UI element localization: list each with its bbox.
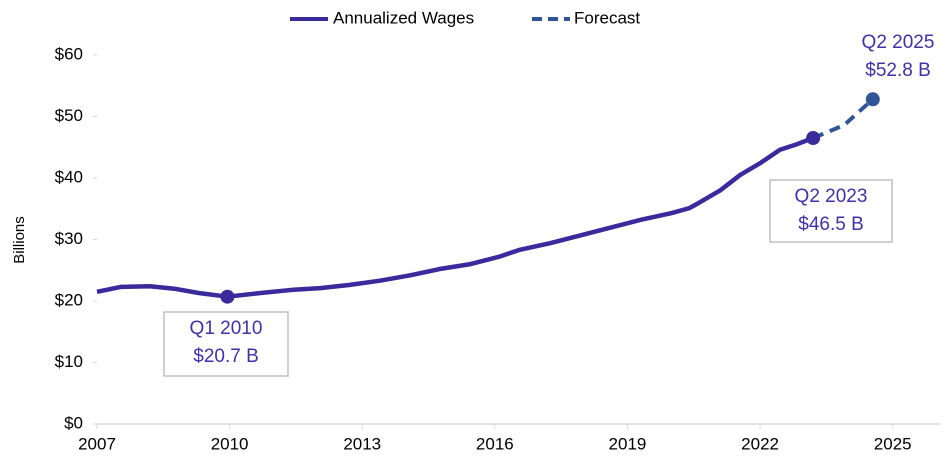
y-tick-label: $40 <box>55 167 83 186</box>
y-tick-label: $60 <box>55 44 83 63</box>
y-axis-label: Billions <box>11 216 28 264</box>
annotation-text: $20.7 B <box>193 346 259 367</box>
series-line <box>812 97 875 140</box>
x-tick-label: 2025 <box>874 434 912 453</box>
annotation-box <box>840 26 949 88</box>
point-marker <box>806 131 821 146</box>
y-tick-label: $0 <box>64 413 83 432</box>
y-tick-label: $10 <box>55 352 83 371</box>
x-tick-label: 2016 <box>476 434 514 453</box>
legend-label: Annualized Wages <box>333 8 474 27</box>
annotation-text: Q2 2025 <box>862 32 935 53</box>
annotation-text: $46.5 B <box>798 214 864 235</box>
x-tick-label: 2013 <box>343 434 381 453</box>
x-tick-label: 2010 <box>211 434 249 453</box>
x-tick-label: 2019 <box>609 434 647 453</box>
y-tick-label: $30 <box>55 229 83 248</box>
point-marker <box>865 92 880 107</box>
x-tick-label: 2007 <box>78 434 116 453</box>
point-marker <box>220 289 235 304</box>
annotation-text: Q2 2023 <box>795 186 868 207</box>
annotation-text: $52.8 B <box>865 60 931 81</box>
annotation-box <box>769 179 893 243</box>
y-tick-label: $20 <box>55 290 83 309</box>
annotation-text: Q1 2010 <box>190 318 263 339</box>
y-tick-label: $50 <box>55 106 83 125</box>
series-line <box>96 135 814 299</box>
x-tick-label: 2022 <box>741 434 779 453</box>
annotation-box <box>163 311 289 377</box>
legend-label: Forecast <box>574 8 640 27</box>
